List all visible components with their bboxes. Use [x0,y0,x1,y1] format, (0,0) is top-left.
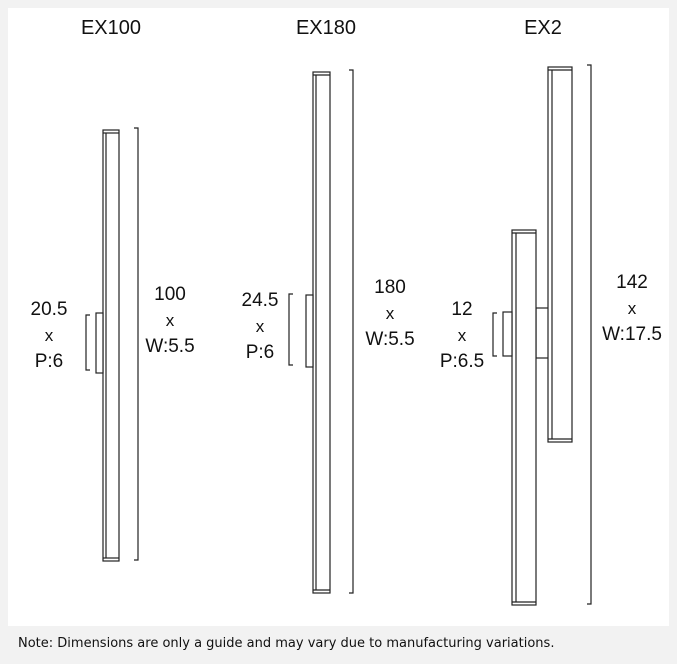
ex100-projection: P:6 [34,351,64,372]
ex2-height-bracket [587,64,592,605]
ex2-width: W:17.5 [602,324,662,345]
ex2-depth-label: 12 x P:6.5 [440,297,484,375]
product-title-ex180: EX180 [295,17,357,39]
ex180-depth-x: x [255,317,265,336]
ex180-depth-label: 24.5 x P:6 [242,288,279,366]
ex2-height-value: 142 [616,272,648,293]
ex100-depth-label: 20.5 x P:6 [31,297,68,375]
ex100-depth-value: 20.5 [30,299,68,320]
ex180-width: W:5.5 [365,329,415,350]
ex100-height-x: x [165,311,175,330]
ex2-height-label: 142 x W:17.5 [602,270,662,348]
ex2-depth-bracket [492,312,497,357]
ex180-light-fixture [305,71,331,594]
ex2-depth-x: x [457,326,467,345]
ex180-height-label: 180 x W:5.5 [365,275,414,353]
ex180-height-bracket [349,69,354,594]
ex180-depth-bracket [288,293,293,366]
product-title-ex100: EX100 [80,17,142,39]
ex100-height-label: 100 x W:5.5 [145,282,194,360]
ex180-height-x: x [385,304,395,323]
disclaimer-note: Note: Dimensions are only a guide and ma… [18,636,555,651]
ex2-depth-value: 12 [451,299,473,320]
ex180-projection: P:6 [245,342,275,363]
ex100-depth-x: x [44,326,54,345]
ex100-light-fixture [95,129,120,562]
ex2-height-x: x [627,299,637,318]
ex100-width: W:5.5 [145,336,195,357]
ex100-height-value: 100 [154,284,186,305]
ex2-projection: P:6.5 [439,351,485,372]
ex180-height-value: 180 [374,277,406,298]
ex100-depth-bracket [85,314,90,371]
product-title-ex2: EX2 [524,17,562,39]
ex180-depth-value: 24.5 [241,290,279,311]
ex2-light-fixture [502,66,573,606]
ex100-height-bracket [134,127,139,561]
